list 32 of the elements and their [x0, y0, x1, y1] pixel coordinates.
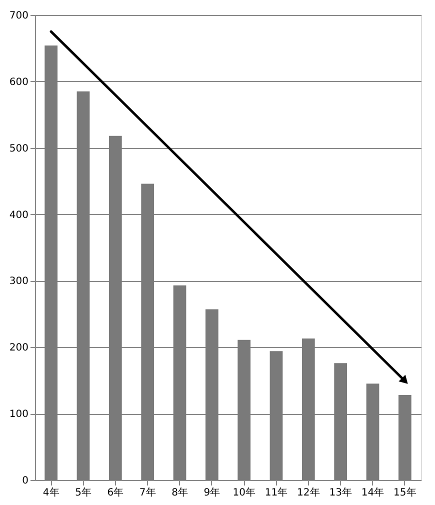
- x-tick-label: 5年: [75, 486, 92, 498]
- y-tick-label: 200: [9, 342, 28, 354]
- x-tick-label: 15年: [394, 486, 416, 498]
- bar: [108, 136, 122, 480]
- x-tick-label: 7年: [139, 486, 156, 498]
- bar: [366, 384, 380, 480]
- bar: [205, 309, 218, 480]
- y-tick-label: 700: [9, 10, 28, 22]
- y-tick-label: 500: [9, 143, 28, 154]
- x-tick-label: 8年: [172, 486, 188, 498]
- x-tick-label: 10年: [232, 486, 256, 498]
- bar: [302, 338, 315, 480]
- y-tick-label: 100: [9, 409, 28, 420]
- x-tick-label: 9年: [204, 486, 220, 498]
- y-tick-label: 400: [9, 210, 28, 221]
- bar: [398, 394, 412, 480]
- x-tick-label: 13年: [329, 486, 352, 498]
- y-tick-label: 600: [9, 76, 28, 88]
- x-tick-label: 6年: [107, 486, 124, 498]
- x-tick-label: 12年: [297, 486, 320, 498]
- bar: [334, 363, 348, 480]
- bar: [141, 184, 154, 480]
- bar: [238, 340, 251, 480]
- x-tick-label: 14年: [361, 486, 384, 498]
- y-tick-label: 0: [22, 476, 28, 486]
- bar: [270, 351, 283, 480]
- bar: [44, 46, 58, 480]
- bar: [76, 91, 90, 480]
- x-tick-label: 11年: [264, 486, 288, 498]
- y-tick-label: 300: [9, 276, 28, 288]
- bar: [173, 285, 186, 480]
- x-tick-label: 4年: [42, 486, 60, 498]
